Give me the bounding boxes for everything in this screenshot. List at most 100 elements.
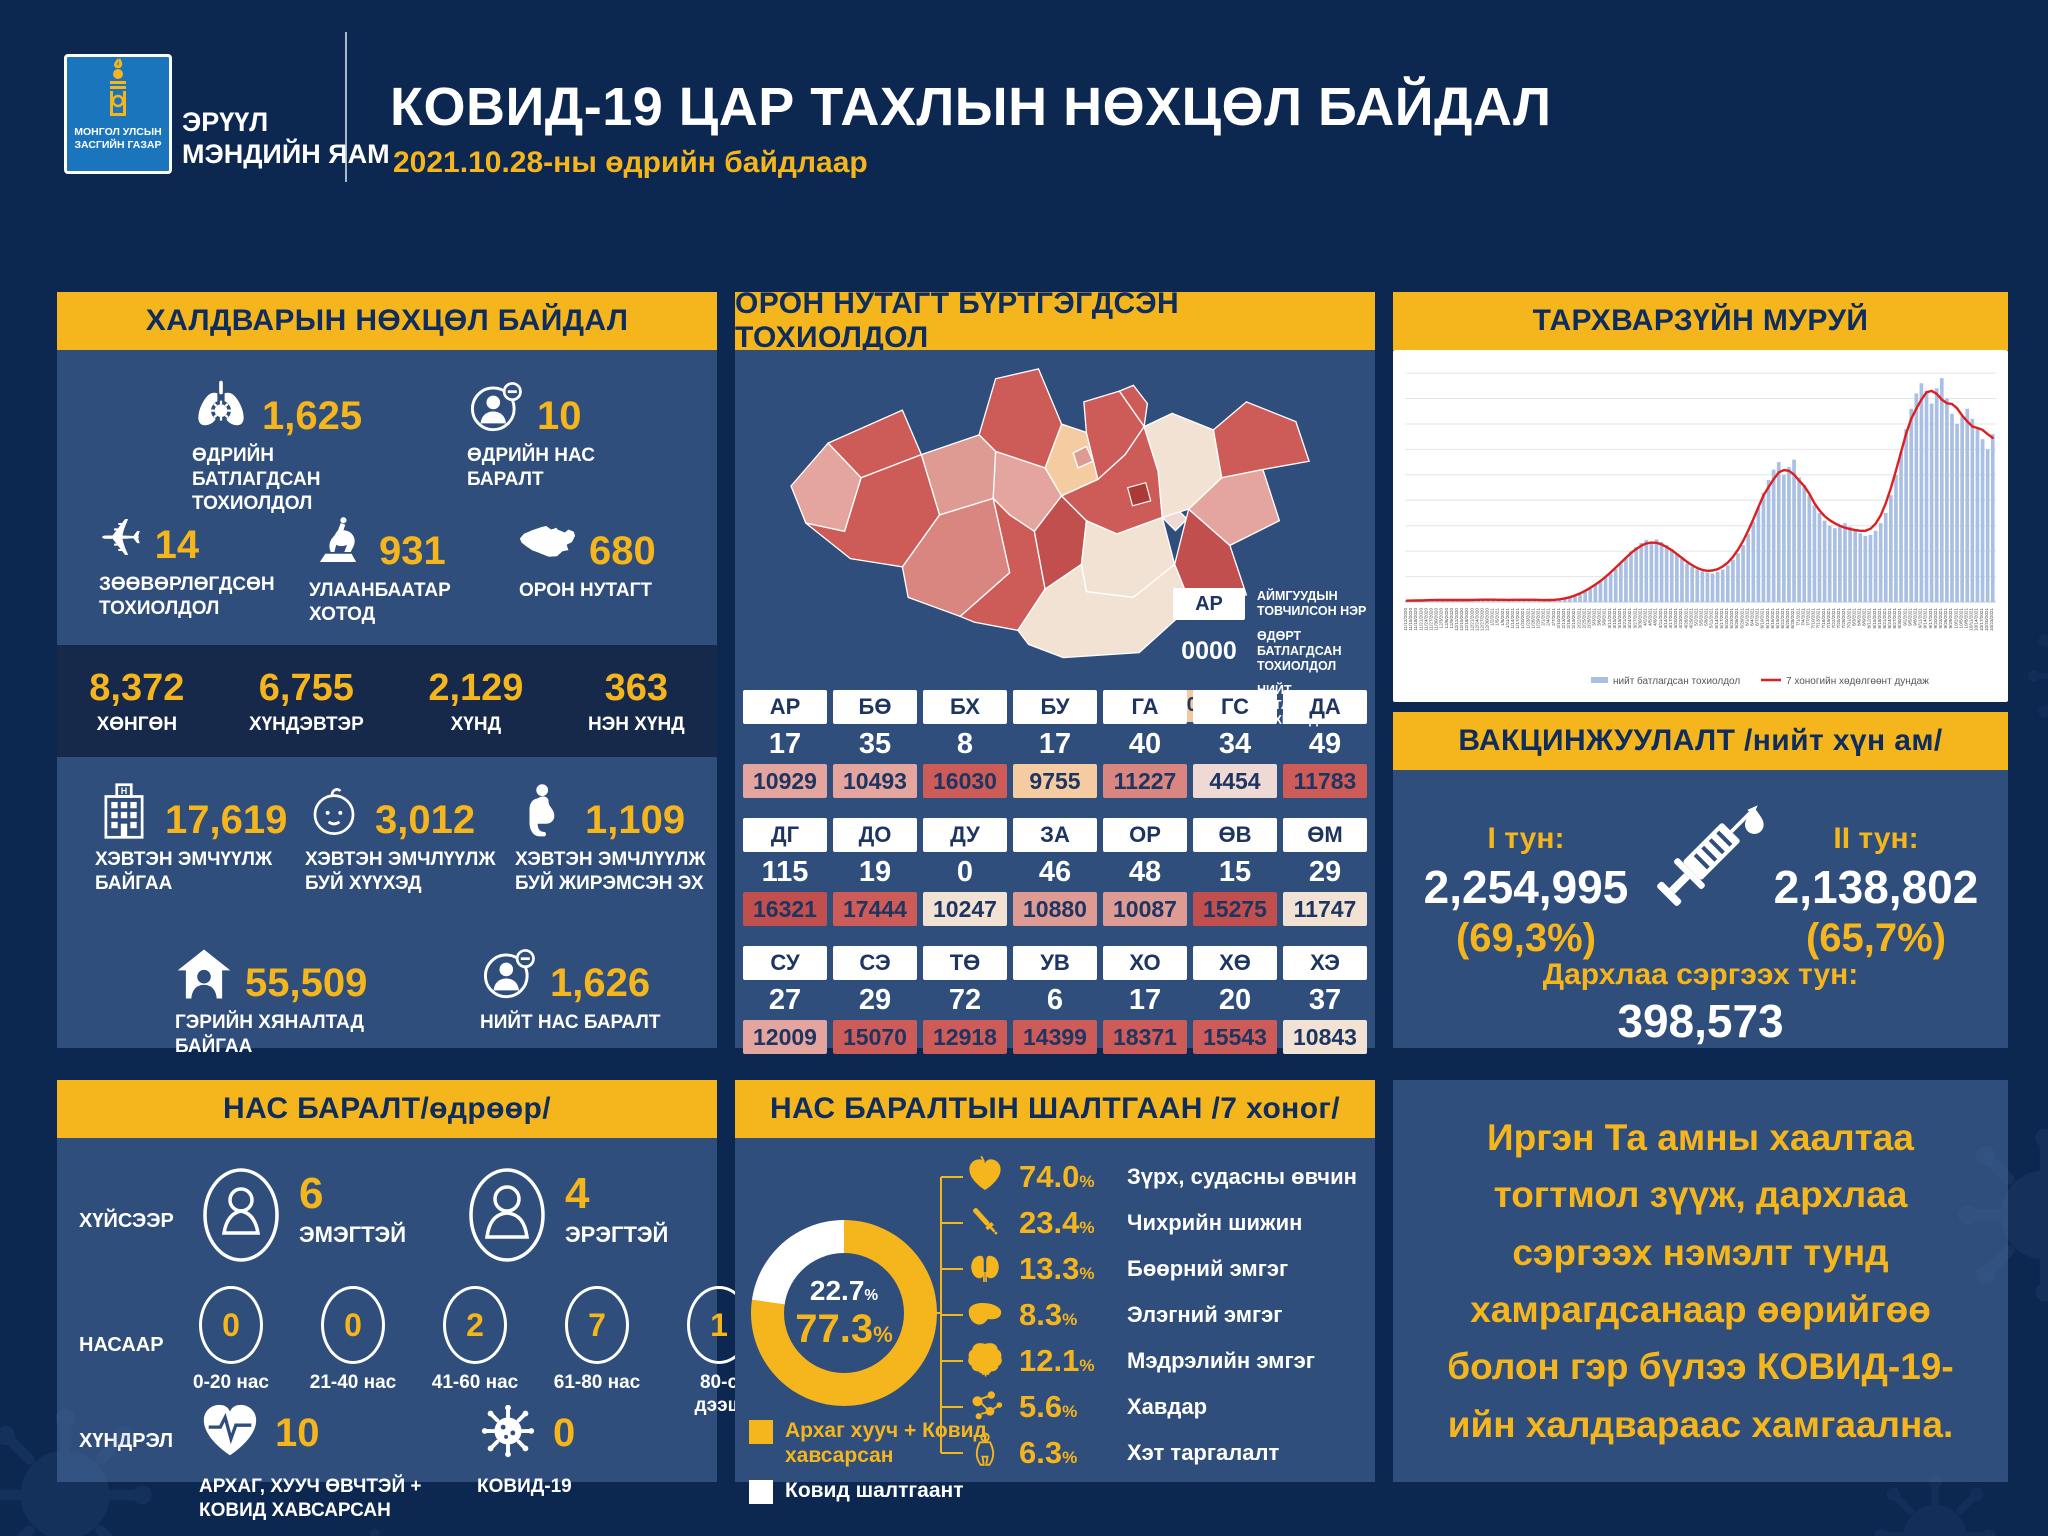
map-region-ХЭ bbox=[1143, 412, 1223, 519]
severity-stat: 2,129 ХҮНД bbox=[428, 667, 523, 736]
stat-baby: 3,012 ХЭВТЭН ЭМЧЛҮҮЛЖ БУЙ ХҮҮХЭД bbox=[305, 782, 503, 896]
svg-text:4/29/2021: 4/29/2021 bbox=[1688, 608, 1693, 629]
cause-label: Чихрийн шижин bbox=[1127, 1210, 1303, 1235]
aimag-code: ДО bbox=[833, 818, 917, 852]
cancer-icon bbox=[963, 1385, 1007, 1430]
age-range-label: 0-20 нас bbox=[193, 1372, 269, 1393]
aimag-total: 18371 bbox=[1103, 1020, 1187, 1054]
stat-mongolia: 680 ОРОН НУТАГТ bbox=[519, 513, 717, 627]
aimag-total: 12918 bbox=[923, 1020, 1007, 1054]
mongolia-choropleth-map bbox=[790, 368, 1310, 659]
aimag-code: ХӨ bbox=[1193, 946, 1277, 980]
map-legend-item: АР АЙМГУУДЫН ТОВЧИЛСОН НЭР bbox=[1173, 588, 1377, 620]
female-label: ЭМЭГТЭЙ bbox=[299, 1222, 407, 1247]
aimag-daily: 17 bbox=[1128, 984, 1162, 1016]
aimag-total: 10087 bbox=[1103, 892, 1187, 926]
svg-text:7/31/2021: 7/31/2021 bbox=[1846, 608, 1851, 629]
infection-panel-title: ХАЛДВАРЫН НӨХЦӨЛ БАЙДАЛ bbox=[57, 292, 717, 350]
aimag-code: БӨ bbox=[833, 690, 917, 724]
causes-panel: 22.7% 77.3% Архаг хууч + Ковид хавсарсан… bbox=[735, 1138, 1375, 1505]
ministry-name: ЭРҮҮЛ МЭНДИЙН ЯАМ bbox=[182, 106, 390, 171]
age-count: 2 bbox=[443, 1286, 507, 1364]
aimag-daily: 17 bbox=[1038, 728, 1072, 760]
covid-only-count: 0 bbox=[553, 1411, 576, 1455]
aimag-total: 11227 bbox=[1103, 764, 1187, 798]
aimag-total: 4454 bbox=[1193, 764, 1277, 798]
aimag-total: 12009 bbox=[743, 1020, 827, 1054]
vaccination-panel: I тун: 2,254,995 (69,3%) II тун: 2,138,8… bbox=[1393, 770, 2008, 1048]
public-health-message: Иргэн Та амны хаалтаа тогтмол зүүж, дарх… bbox=[1447, 1116, 1954, 1445]
svg-text:1/11/2021: 1/11/2021 bbox=[1505, 608, 1510, 629]
svg-text:4/26/2021: 4/26/2021 bbox=[1683, 608, 1688, 629]
aimag-daily: 46 bbox=[1038, 856, 1072, 888]
aimag-col-СЭ: СЭ 29 15070 bbox=[833, 946, 917, 1054]
report-date: 2021.10.28-ны өдрийн байдлаар bbox=[393, 146, 868, 179]
male-label: ЭРЭГТЭЙ bbox=[565, 1222, 669, 1247]
svg-text:2/28/2021: 2/28/2021 bbox=[1587, 608, 1592, 629]
aimag-daily: 49 bbox=[1308, 728, 1342, 760]
svg-text:9/14/2021: 9/14/2021 bbox=[1923, 608, 1928, 629]
severity-strip: 8,372 ХӨНГӨН 6,755 ХҮНДЭВТЭР 2,129 ХҮНД 363… bbox=[57, 645, 717, 757]
svg-text:8/12/2021: 8/12/2021 bbox=[1867, 608, 1872, 629]
aimag-total: 15543 bbox=[1193, 1020, 1277, 1054]
map-legend-item: 0000 ӨДӨРТ БАТЛАГДСАН ТОХИОЛДОЛ bbox=[1173, 629, 1377, 674]
aimag-code: ДГ bbox=[743, 818, 827, 852]
aimag-daily: 19 bbox=[858, 856, 892, 888]
legend-swatch bbox=[749, 1480, 773, 1505]
svg-text:7/16/2021: 7/16/2021 bbox=[1821, 608, 1826, 629]
insulin-pen-icon bbox=[963, 1201, 1007, 1246]
virus-decoration-icon bbox=[323, 1524, 428, 1536]
person-deceased-icon bbox=[467, 378, 525, 436]
age-row-label: НАСААР bbox=[79, 1334, 164, 1356]
svg-text:2/16/2021: 2/16/2021 bbox=[1566, 608, 1571, 629]
map-region-ХӨ bbox=[978, 368, 1063, 469]
causes-donut-chart: 22.7% 77.3% bbox=[751, 1220, 937, 1406]
stat-value: 1,109 bbox=[585, 798, 686, 842]
age-group-stat: 0 21-40 нас bbox=[307, 1286, 399, 1418]
male-deaths: 4 ЭРЭГТЭЙ bbox=[465, 1166, 668, 1269]
svg-text:12/21/2020: 12/21/2020 bbox=[1469, 608, 1474, 631]
map-region-ӨМ bbox=[1017, 563, 1192, 659]
severity-value: 2,129 bbox=[428, 666, 524, 709]
covid-only-label: КОВИД-19 bbox=[477, 1476, 572, 1497]
home-care-icon bbox=[175, 945, 233, 1003]
aimag-daily: 15 bbox=[1218, 856, 1252, 888]
aimag-col-ДО: ДО 19 17444 bbox=[833, 818, 917, 926]
svg-text:1/17/2021: 1/17/2021 bbox=[1515, 608, 1520, 629]
svg-text:2/25/2021: 2/25/2021 bbox=[1581, 608, 1586, 629]
svg-text:1/14/2021: 1/14/2021 bbox=[1510, 608, 1515, 629]
stat-lungs-virus: 1,625 ӨДРИЙН БАТЛАГДСАН ТОХИОЛДОЛ bbox=[192, 378, 397, 515]
stat-value: 1,625 bbox=[262, 394, 363, 438]
baby-icon bbox=[305, 782, 363, 840]
svg-text:1/5/2021: 1/5/2021 bbox=[1495, 608, 1500, 626]
age-group-stat: 7 61-80 нас bbox=[551, 1286, 643, 1418]
heart-icon bbox=[963, 1155, 1007, 1200]
svg-text:7/4/2021: 7/4/2021 bbox=[1800, 608, 1805, 626]
aimag-total: 10929 bbox=[743, 764, 827, 798]
svg-text:11/12/2020: 11/12/2020 bbox=[1403, 608, 1408, 631]
svg-text:4/17/2021: 4/17/2021 bbox=[1668, 608, 1673, 629]
legend-swatch bbox=[749, 1420, 773, 1444]
svg-text:6/1/2021: 6/1/2021 bbox=[1744, 608, 1749, 626]
svg-text:3/12/2021: 3/12/2021 bbox=[1607, 608, 1612, 629]
cause-percent: 5.6% bbox=[1019, 1389, 1078, 1424]
map-region-ӨВ bbox=[1033, 494, 1088, 591]
aimag-col-ДУ: ДУ 0 10247 bbox=[923, 818, 1007, 926]
aimag-col-ӨВ: ӨВ 15 15275 bbox=[1193, 818, 1277, 926]
aimag-code: ОР bbox=[1103, 818, 1187, 852]
liver-icon bbox=[963, 1293, 1007, 1338]
age-range-label: 80-с дээш bbox=[694, 1372, 744, 1416]
aimag-col-ЗА: ЗА 46 10880 bbox=[1013, 818, 1097, 926]
svg-text:12/3/2020: 12/3/2020 bbox=[1439, 608, 1444, 629]
cause-label: Зүрх, судасны өвчин bbox=[1127, 1164, 1357, 1189]
dose1-percent: (69,3%) bbox=[1455, 916, 1597, 960]
stat-person-deceased: 10 ӨДРИЙН НАС БАРАЛТ bbox=[467, 378, 672, 515]
aimag-table-row-2: ДГ 115 16321 ДО 19 17444 ДУ 0 10247 ЗА 46 1… bbox=[743, 818, 1367, 926]
svg-text:4/14/2021: 4/14/2021 bbox=[1663, 608, 1668, 629]
aimag-col-ХО: ХО 17 18371 bbox=[1103, 946, 1187, 1054]
cause-row-insulin-pen: 23.4% Чихрийн шижин bbox=[963, 1200, 1363, 1246]
cause-percent: 23.4% bbox=[1019, 1205, 1095, 1240]
stat-label: ГЭРИЙН ХЯНАЛТАД БАЙГАА bbox=[175, 1012, 364, 1057]
plane-icon: ✈ bbox=[99, 510, 143, 568]
female-deaths: 6 ЭМЭГТЭЙ bbox=[199, 1166, 406, 1269]
